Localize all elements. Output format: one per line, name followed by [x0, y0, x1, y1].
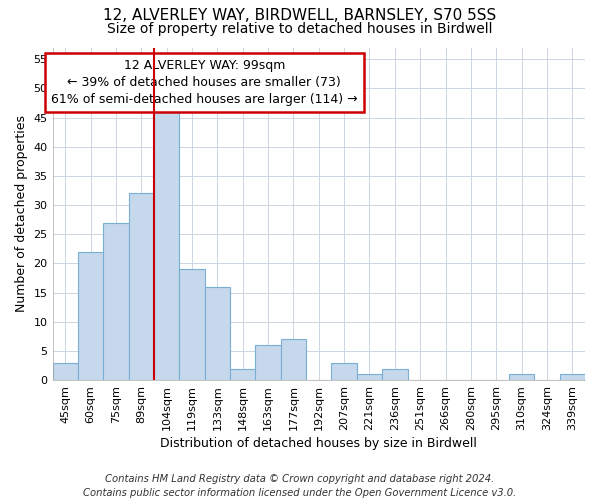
- Bar: [281, 340, 306, 380]
- Y-axis label: Number of detached properties: Number of detached properties: [15, 116, 28, 312]
- Text: 12, ALVERLEY WAY, BIRDWELL, BARNSLEY, S70 5SS: 12, ALVERLEY WAY, BIRDWELL, BARNSLEY, S7…: [103, 8, 497, 22]
- Bar: [509, 374, 534, 380]
- X-axis label: Distribution of detached houses by size in Birdwell: Distribution of detached houses by size …: [160, 437, 477, 450]
- Bar: [382, 368, 407, 380]
- Bar: [179, 270, 205, 380]
- Bar: [256, 345, 281, 380]
- Bar: [103, 222, 128, 380]
- Text: Size of property relative to detached houses in Birdwell: Size of property relative to detached ho…: [107, 22, 493, 36]
- Bar: [230, 368, 256, 380]
- Bar: [53, 362, 78, 380]
- Text: 12 ALVERLEY WAY: 99sqm
← 39% of detached houses are smaller (73)
61% of semi-det: 12 ALVERLEY WAY: 99sqm ← 39% of detached…: [51, 59, 358, 106]
- Bar: [357, 374, 382, 380]
- Bar: [205, 287, 230, 380]
- Bar: [154, 112, 179, 380]
- Bar: [331, 362, 357, 380]
- Bar: [78, 252, 103, 380]
- Bar: [560, 374, 585, 380]
- Text: Contains HM Land Registry data © Crown copyright and database right 2024.
Contai: Contains HM Land Registry data © Crown c…: [83, 474, 517, 498]
- Bar: [128, 194, 154, 380]
